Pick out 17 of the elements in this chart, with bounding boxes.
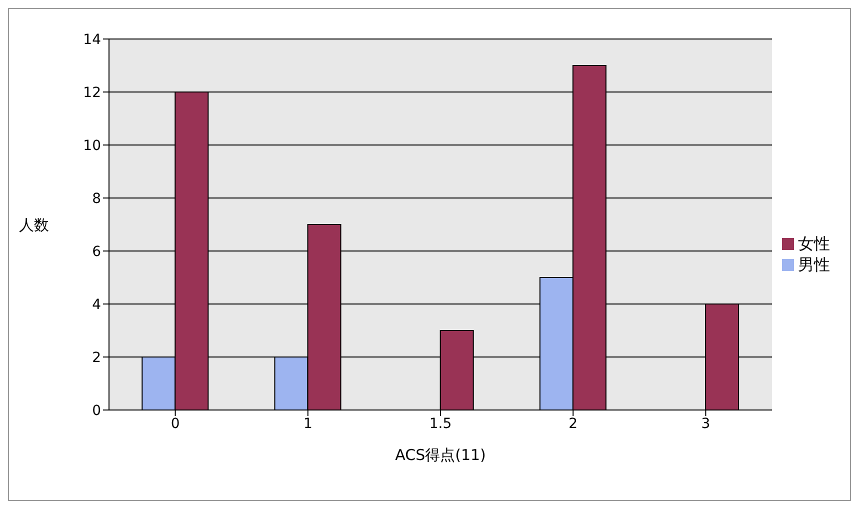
- legend-label: 女性: [798, 234, 830, 252]
- y-tick-label: 6: [92, 244, 102, 260]
- y-tick-label: 10: [83, 138, 101, 154]
- y-tick-label: 4: [92, 296, 102, 313]
- x-tick-label: 1: [303, 416, 312, 432]
- y-tick-label: 12: [83, 84, 101, 101]
- x-tick-label: 3: [701, 416, 710, 432]
- x-tick-label: 2: [568, 416, 578, 432]
- x-axis-title: ACS得点(11): [395, 446, 486, 464]
- y-axis-title: 人数: [19, 216, 49, 234]
- y-tick-label: 0: [92, 402, 101, 419]
- x-tick-label: 1.5: [429, 416, 452, 432]
- y-tick-label: 14: [83, 32, 102, 48]
- y-tick-label: 2: [92, 350, 101, 366]
- y-tick-label: 8: [92, 190, 101, 207]
- x-tick-label: 0: [170, 416, 180, 432]
- legend-label: 男性: [798, 254, 830, 274]
